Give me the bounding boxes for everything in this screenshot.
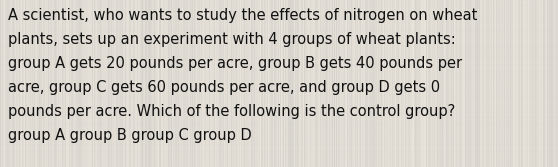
Text: A scientist, who wants to study the effects of nitrogen on wheat: A scientist, who wants to study the effe… [8,8,478,23]
Text: plants, sets up an experiment with 4 groups of wheat plants:: plants, sets up an experiment with 4 gro… [8,32,456,47]
Text: group A gets 20 pounds per acre, group B gets 40 pounds per: group A gets 20 pounds per acre, group B… [8,56,462,71]
Text: acre, group C gets 60 pounds per acre, and group D gets 0: acre, group C gets 60 pounds per acre, a… [8,80,440,95]
Text: pounds per acre. Which of the following is the control group?: pounds per acre. Which of the following … [8,104,455,119]
Text: group A group B group C group D: group A group B group C group D [8,128,252,143]
